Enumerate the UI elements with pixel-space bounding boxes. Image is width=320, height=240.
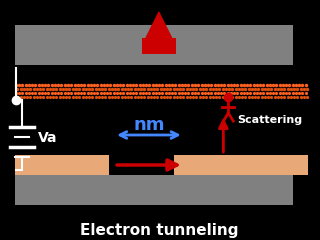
Bar [15,25,293,65]
Text: nm: nm [133,116,165,134]
Bar [174,155,308,175]
Bar [109,155,174,175]
Text: Electron tunneling: Electron tunneling [80,222,238,238]
Bar [142,38,176,54]
Text: Scattering: Scattering [237,115,302,125]
Text: Va: Va [38,131,57,145]
Bar [15,175,293,205]
Bar [15,155,109,175]
